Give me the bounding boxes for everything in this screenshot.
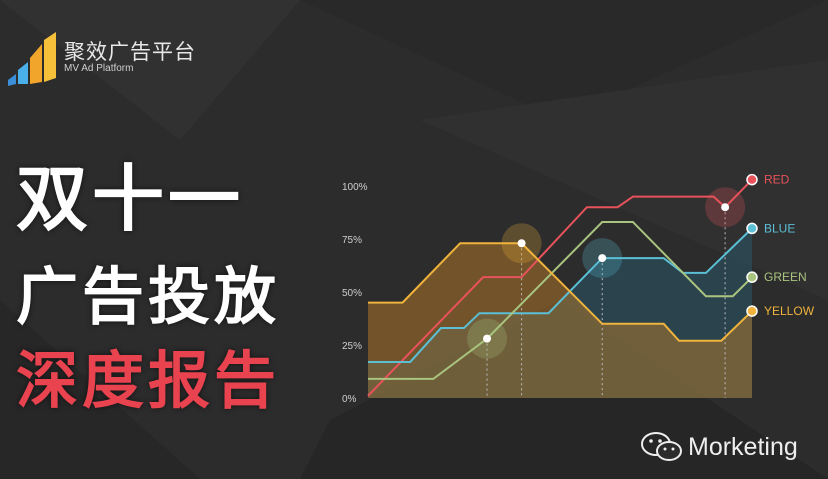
series-line-blue <box>368 227 753 363</box>
headline-line1: 双十一 <box>16 157 245 241</box>
area-yellow <box>368 243 752 398</box>
y-tick-label: 50% <box>342 288 362 299</box>
logo-title: 聚效广告平台 <box>64 40 196 64</box>
watermark: Morketing <box>640 430 798 464</box>
headline-line3: 深度报告 <box>16 344 281 417</box>
watermark-text: Morketing <box>688 432 798 461</box>
series-line-yellow <box>368 242 753 342</box>
highlight-point <box>517 239 526 248</box>
end-point-green <box>746 271 758 283</box>
logo-subtitle: MV Ad Platform <box>64 63 134 74</box>
highlight-point <box>483 334 492 343</box>
y-tick-label: 0% <box>342 394 357 405</box>
y-tick-label: 25% <box>342 341 362 352</box>
series-line-red <box>367 178 753 397</box>
headline-line2: 广告投放 <box>16 260 281 333</box>
legend-label-red: RED <box>764 173 790 187</box>
logo-bars-icon <box>8 32 56 86</box>
legend-label-blue: BLUE <box>764 221 795 235</box>
y-tick-label: 75% <box>342 235 362 246</box>
highlight-point <box>721 203 730 212</box>
highlight-point <box>598 254 607 263</box>
logo <box>6 30 62 86</box>
end-point-red <box>746 173 758 186</box>
legend-label-yellow: YELLOW <box>764 304 815 318</box>
legend-label-green: GREEN <box>764 270 807 284</box>
series-line-green <box>368 221 753 380</box>
wechat-icon <box>641 432 682 461</box>
end-point-blue <box>746 222 758 235</box>
y-tick-label: 100% <box>342 182 368 193</box>
end-point-yellow <box>746 305 758 317</box>
